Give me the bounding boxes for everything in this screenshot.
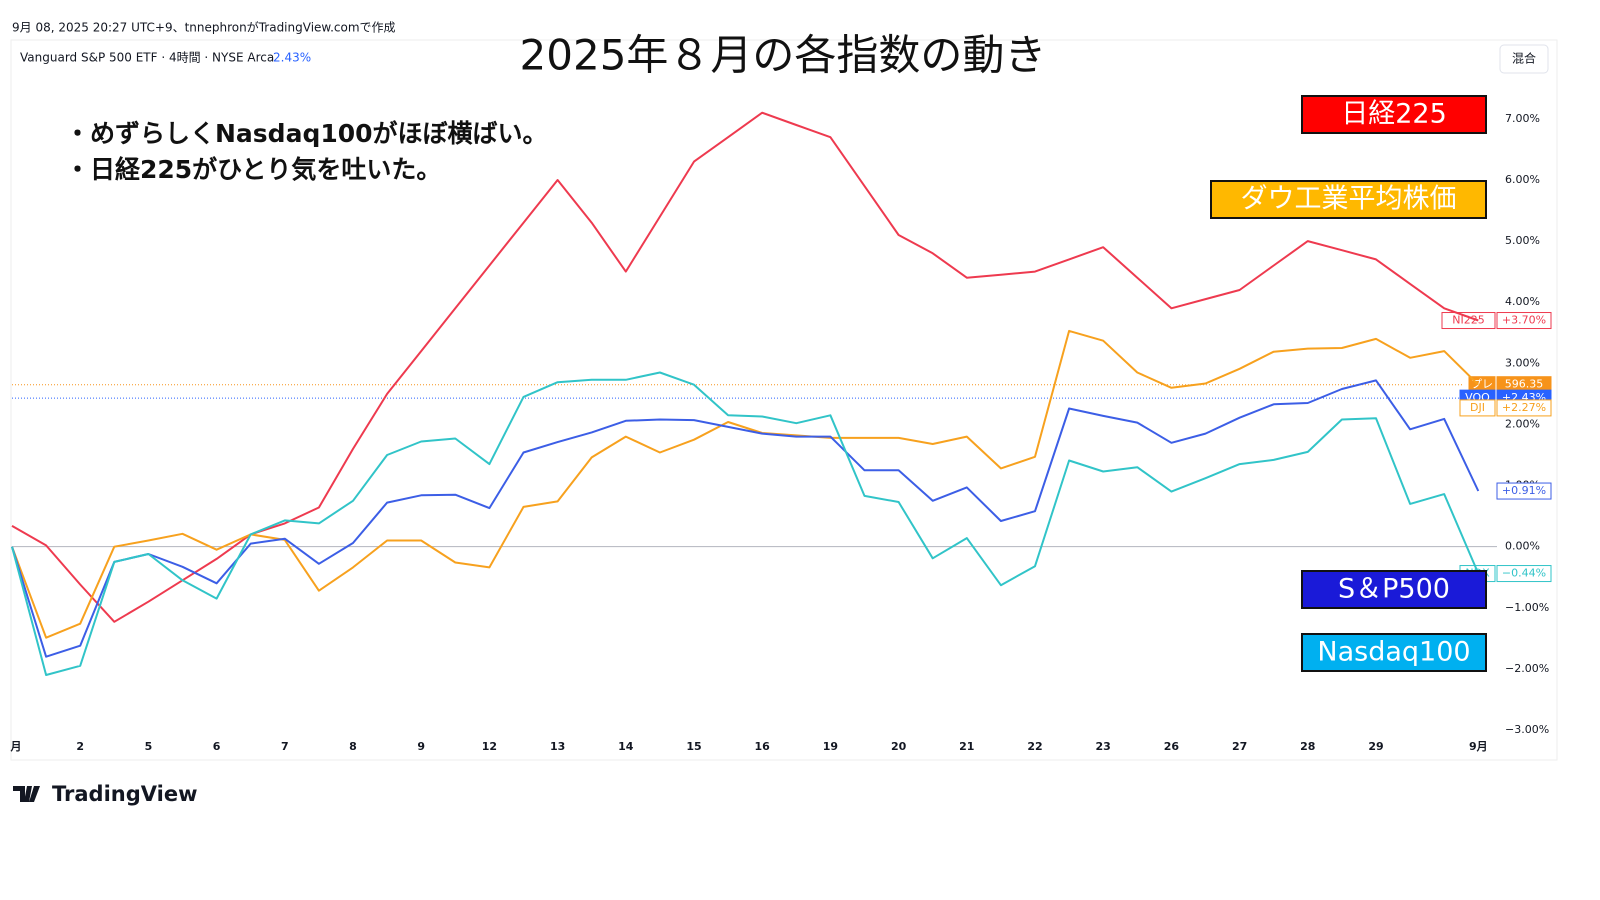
change: 2.43% bbox=[273, 51, 311, 65]
series-tag-text: プレ bbox=[1471, 378, 1493, 391]
y-tick-label: 4.00% bbox=[1505, 295, 1540, 308]
symbol: Vanguard S&P 500 ETF · 4時間 · NYSE Arca bbox=[20, 51, 274, 65]
x-tick-label: 12 bbox=[482, 740, 497, 753]
x-tick-label: 16 bbox=[755, 740, 771, 753]
x-tick-label: 5 bbox=[145, 740, 153, 753]
x-tick-label: 20 bbox=[891, 740, 907, 753]
x-tick-label: 13 bbox=[550, 740, 565, 753]
y-tick-label: −2.00% bbox=[1505, 662, 1549, 675]
legend-label: S＆P500 bbox=[1338, 574, 1450, 605]
legend-label: ダウ工業平均株価 bbox=[1241, 184, 1457, 215]
y-tick-label: 0.00% bbox=[1505, 540, 1540, 553]
x-tick-label: 22 bbox=[1027, 740, 1042, 753]
price-tag-text: 596.35 bbox=[1505, 378, 1544, 391]
x-tick-label: 9月 bbox=[1469, 740, 1488, 753]
mode-label[interactable]: 混合 bbox=[1512, 51, 1536, 66]
x-tick-label: 29 bbox=[1368, 740, 1383, 753]
series-tag-text: NI225 bbox=[1452, 314, 1484, 327]
brand: TradingView bbox=[52, 782, 197, 806]
y-tick-label: 6.00% bbox=[1505, 173, 1540, 186]
legend-label: Nasdaq100 bbox=[1317, 637, 1470, 668]
x-tick-label: 月 bbox=[10, 740, 22, 753]
price-tag bbox=[1496, 312, 1552, 330]
y-tick-label: 3.00% bbox=[1505, 356, 1540, 369]
note: ・日経225がひとり気を吐いた。 bbox=[65, 155, 441, 184]
x-tick-label: 19 bbox=[823, 740, 838, 753]
series-tag bbox=[1459, 399, 1496, 417]
x-tick-label: 8 bbox=[349, 740, 357, 753]
price-tag-text: +2.27% bbox=[1502, 401, 1546, 414]
pane bbox=[10, 39, 1558, 761]
x-tick-label: 26 bbox=[1164, 740, 1180, 753]
x-tick-label: 27 bbox=[1232, 740, 1247, 753]
price-tag-text: +0.91% bbox=[1502, 484, 1546, 497]
series-line bbox=[11, 329, 1480, 639]
y-tick-label: −1.00% bbox=[1505, 601, 1549, 614]
price-tag-text: +3.70% bbox=[1502, 314, 1546, 327]
price-tag bbox=[1496, 565, 1552, 583]
legend-box bbox=[1301, 95, 1487, 134]
price-tag-text: −0.44% bbox=[1502, 567, 1546, 580]
series-tag-text: DJI bbox=[1470, 401, 1485, 414]
price-tag bbox=[1496, 399, 1552, 417]
x-tick-label: 15 bbox=[686, 740, 701, 753]
x-tick-label: 23 bbox=[1096, 740, 1111, 753]
x-tick-label: 28 bbox=[1300, 740, 1315, 753]
x-tick-label: 7 bbox=[281, 740, 289, 753]
legend-box bbox=[1301, 570, 1487, 609]
series-line bbox=[11, 371, 1480, 676]
x-tick-label: 21 bbox=[959, 740, 974, 753]
note: ・めずらしくNasdaq100がほぼ横ばい。 bbox=[65, 119, 548, 148]
x-tick-label: 14 bbox=[618, 740, 634, 753]
y-tick-label: 7.00% bbox=[1505, 112, 1540, 125]
y-tick-label: 5.00% bbox=[1505, 234, 1540, 247]
x-tick-label: 6 bbox=[213, 740, 221, 753]
legend-box bbox=[1301, 633, 1487, 672]
legend-label: 日経225 bbox=[1341, 99, 1447, 130]
chart-title: 2025年８月の各指数の動き bbox=[520, 31, 1047, 80]
x-tick-label: 2 bbox=[76, 740, 84, 753]
price-tag bbox=[1496, 482, 1552, 500]
legend-box bbox=[1210, 180, 1487, 219]
y-tick-label: 2.00% bbox=[1505, 417, 1540, 430]
brand-logo bbox=[13, 786, 40, 802]
mode-button[interactable] bbox=[1499, 44, 1549, 74]
x-tick-label: 9 bbox=[417, 740, 425, 753]
series-line bbox=[11, 379, 1480, 658]
series-tag bbox=[1441, 312, 1496, 330]
y-tick-label: −3.00% bbox=[1505, 723, 1549, 736]
credit: 9月 08, 2025 20:27 UTC+9、tnnephronがTradin… bbox=[12, 20, 396, 35]
